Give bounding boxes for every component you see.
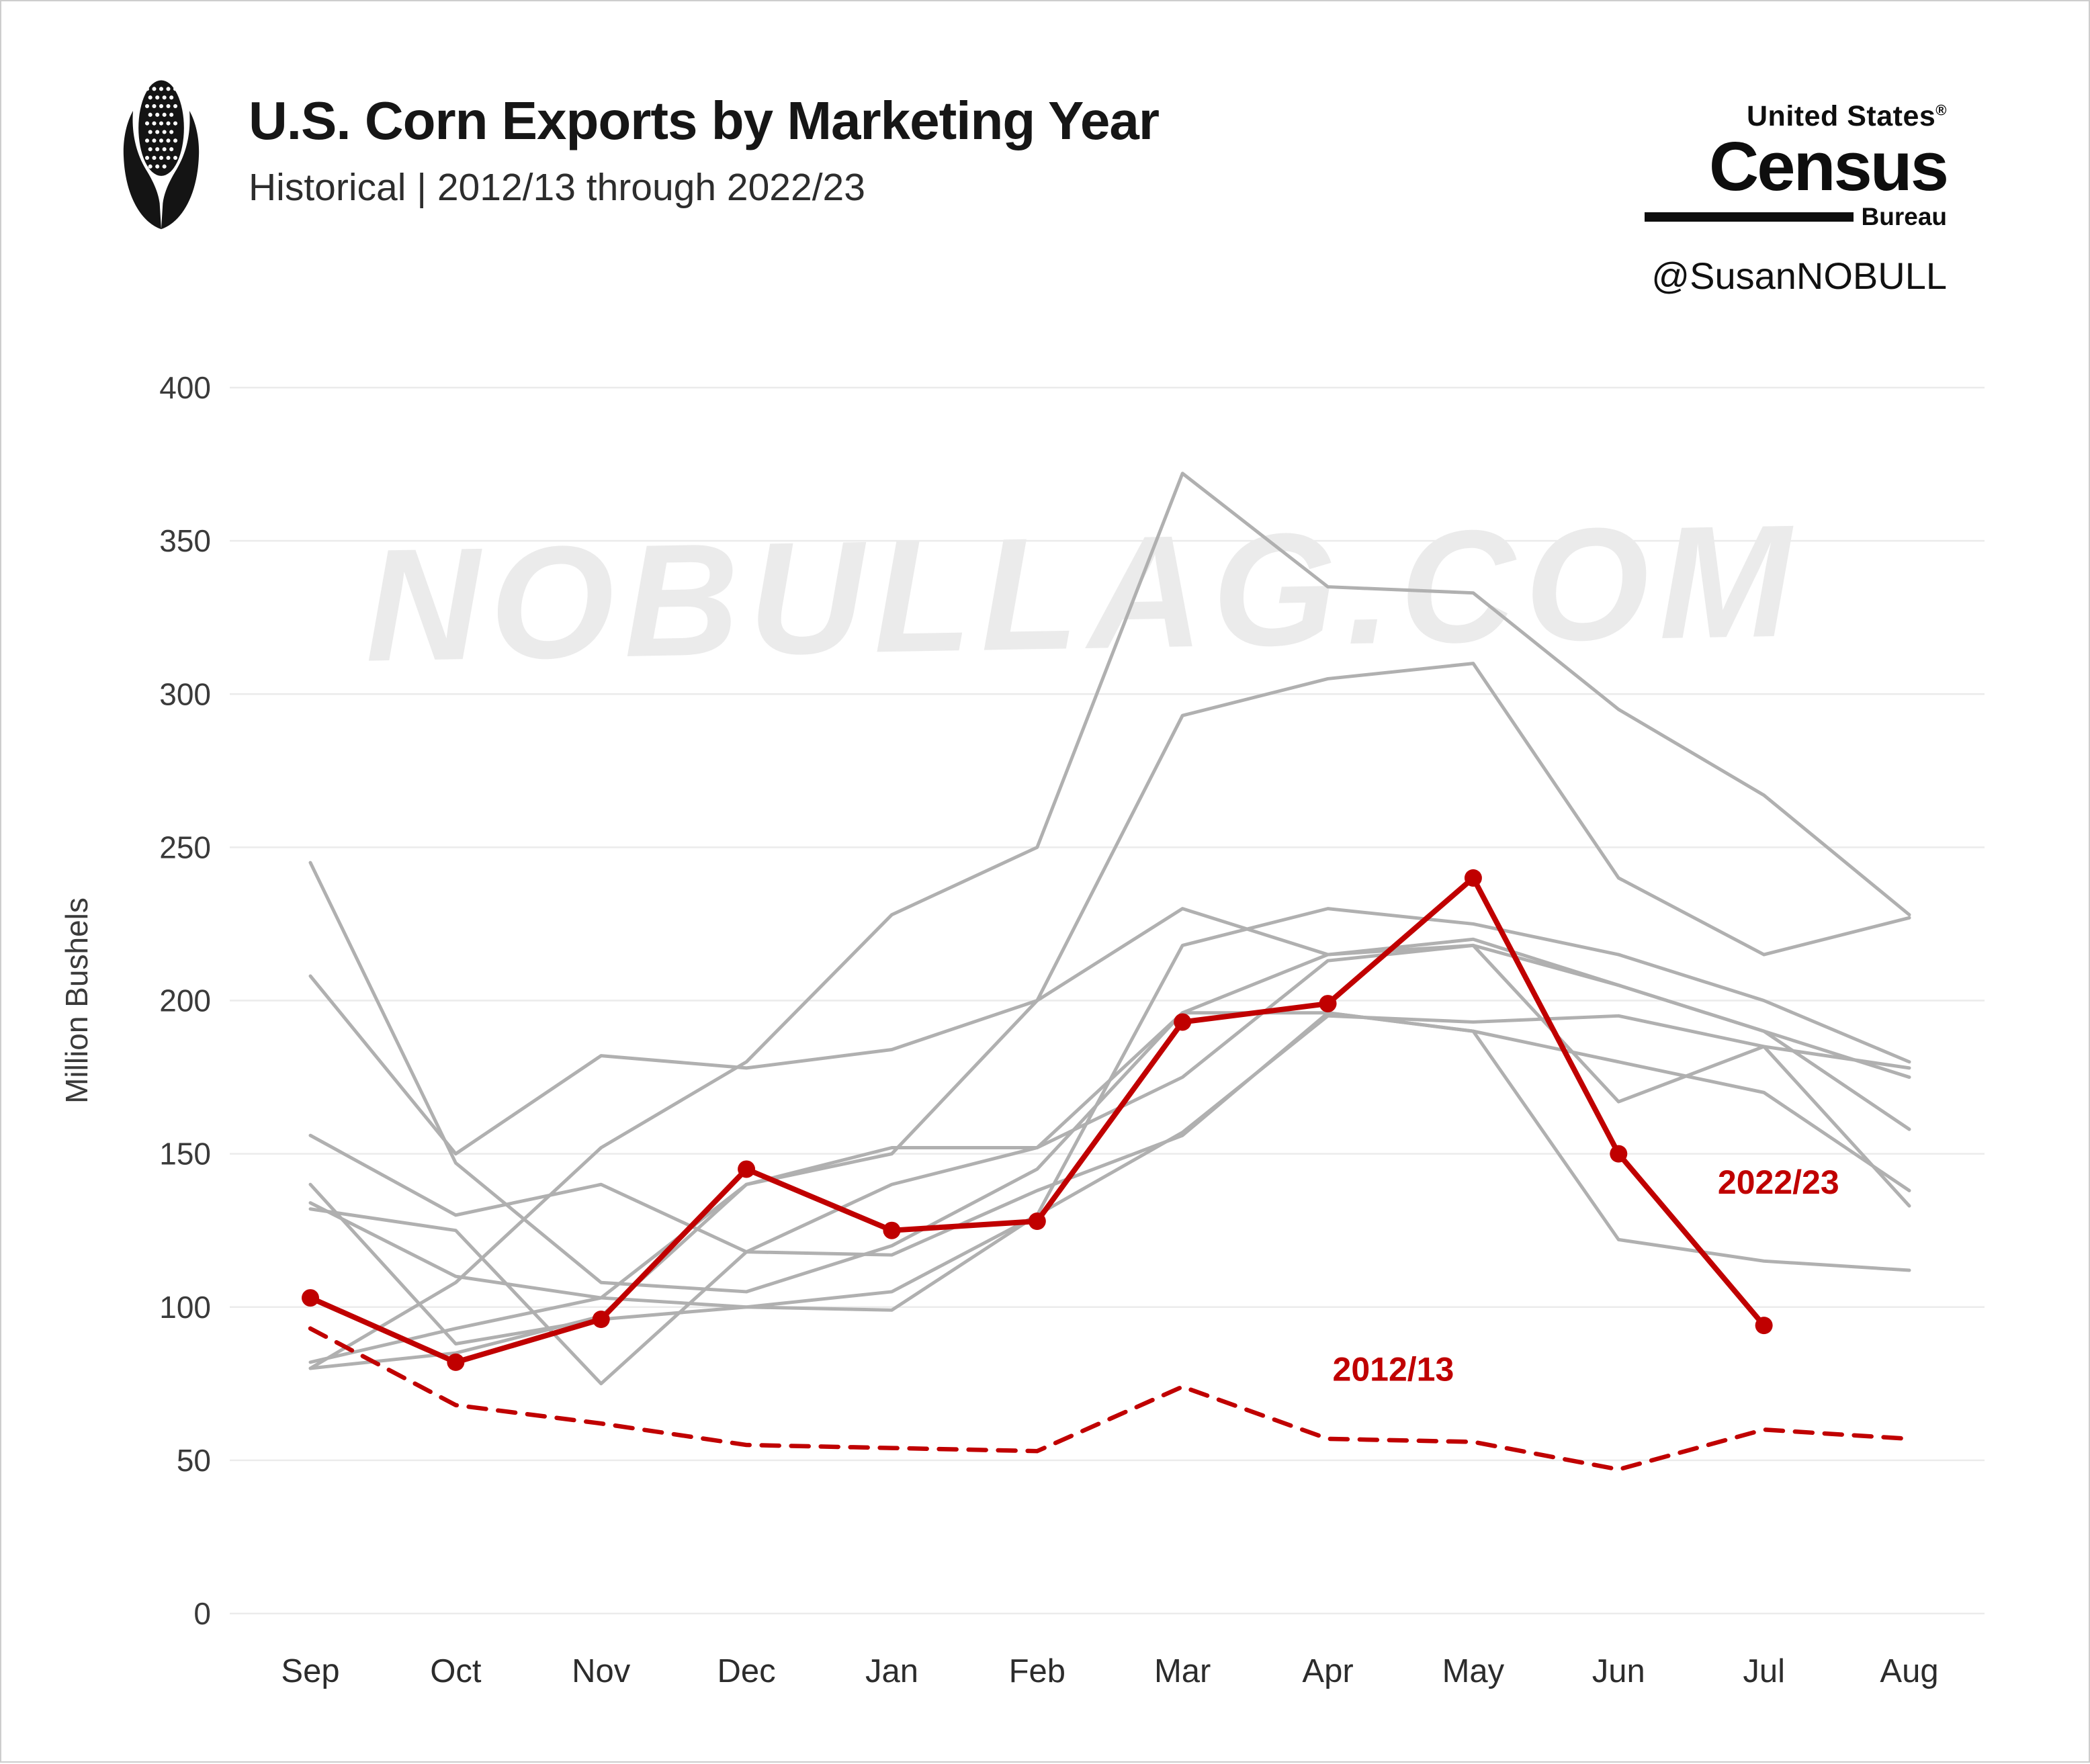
census-logo-united-states: United States: [1747, 100, 1936, 132]
series-line-2022-23: [308, 875, 1767, 1365]
series-line-2017-18: [308, 907, 1911, 1346]
x-tick-label: Jul: [1743, 1653, 1785, 1689]
census-logo-bottom: Bureau: [1645, 203, 1947, 231]
data-point-marker: [738, 1160, 756, 1178]
y-tick-label: 250: [159, 830, 211, 865]
y-tick-label: 100: [159, 1290, 211, 1325]
series-line-2016-17: [308, 907, 1911, 1156]
x-tick-label: Dec: [717, 1653, 776, 1689]
census-bureau-logo: United States® Census Bureau: [1645, 102, 1949, 231]
data-point-marker: [1610, 1145, 1628, 1163]
x-tick-label: Nov: [572, 1653, 631, 1689]
x-tick-label: Oct: [430, 1653, 482, 1689]
author-handle: @SusanNOBULL: [1651, 255, 1947, 298]
y-tick-label: 0: [193, 1596, 211, 1631]
y-tick-label: 200: [159, 983, 211, 1018]
x-tick-label: Apr: [1302, 1653, 1353, 1689]
x-tick-label: Feb: [1009, 1653, 1065, 1689]
y-tick-label: 350: [159, 523, 211, 558]
y-tick-label: 400: [159, 370, 211, 405]
x-tick-label: May: [1442, 1653, 1505, 1689]
corn-husk-left: [123, 111, 161, 230]
data-point-marker: [1755, 1317, 1773, 1335]
data-point-marker: [883, 1221, 901, 1239]
census-logo-wordmark: Census: [1708, 128, 1949, 205]
corn-husk-right: [161, 111, 200, 230]
y-axis-title: Million Bushels: [59, 897, 94, 1104]
page-subtitle: Historical | 2012/13 through 2022/23: [249, 166, 865, 209]
x-tick-label: Sep: [281, 1653, 339, 1689]
y-tick-label: 300: [159, 676, 211, 711]
series-line-2018-19: [308, 861, 1911, 1294]
header: U.S. Corn Exports by Marketing Year Hist…: [249, 91, 1160, 210]
y-tick-label: 50: [177, 1443, 211, 1478]
census-logo-bar: [1645, 212, 1854, 222]
series-line-2019-20: [308, 943, 1911, 1254]
data-point-marker: [1174, 1013, 1192, 1031]
brand-block: United States® Census Bureau @SusanNOBUL…: [1645, 102, 1949, 298]
corn-cob: [138, 80, 184, 176]
data-point-marker: [302, 1289, 319, 1307]
census-logo-top: United States®: [1747, 102, 1947, 131]
corn-kernels: [144, 87, 178, 169]
series-line-2015-16: [308, 1011, 1911, 1386]
data-point-marker: [1464, 869, 1482, 887]
series-line-2020-21: [308, 472, 1911, 1370]
x-tick-label: Aug: [1880, 1653, 1938, 1689]
x-tick-label: Mar: [1154, 1653, 1211, 1689]
series-label-2022-23: 2022/23: [1718, 1163, 1839, 1201]
data-point-marker: [447, 1353, 465, 1371]
data-point-marker: [592, 1311, 610, 1328]
data-point-marker: [1028, 1212, 1046, 1230]
series-line-2021-22: [308, 662, 1911, 1364]
y-tick-label: 150: [159, 1137, 211, 1172]
census-logo-bureau: Bureau: [1861, 203, 1947, 231]
registered-trademark-icon: ®: [1935, 101, 1947, 119]
x-tick-label: Jun: [1592, 1653, 1645, 1689]
series-label-2012-13: 2012/13: [1333, 1350, 1454, 1388]
series-line-2012-13: [308, 1326, 1912, 1472]
corn-icon: [123, 80, 200, 230]
page-title: U.S. Corn Exports by Marketing Year: [249, 91, 1160, 150]
x-tick-label: Jan: [865, 1653, 918, 1689]
series-line-2014-15: [308, 1014, 1911, 1312]
data-point-marker: [1319, 995, 1337, 1013]
